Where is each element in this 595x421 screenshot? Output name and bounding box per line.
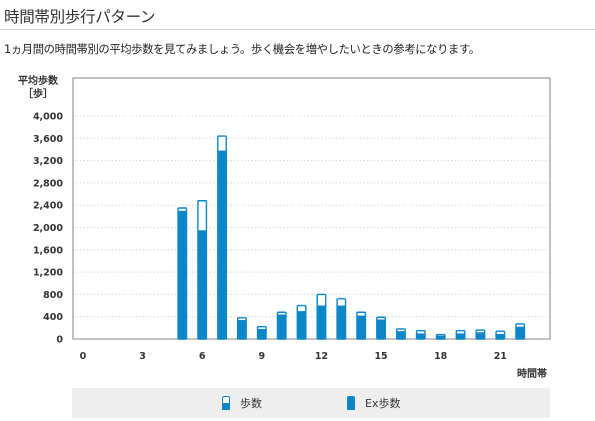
ex-steps-bar-15 — [376, 319, 386, 339]
y-tick-label: 2,800 — [33, 178, 63, 189]
legend-item-ex-steps: Ex歩数 — [347, 395, 400, 411]
legend-label-ex-steps: Ex歩数 — [365, 397, 401, 410]
y-tick-label: 2,400 — [33, 201, 63, 212]
plot-frame — [72, 77, 551, 340]
ex-steps-bar-10 — [277, 314, 286, 339]
ex-steps-bar-22 — [515, 326, 525, 339]
x-tick-labels: 0 3 6 9 12 15 18 21 — [80, 351, 507, 362]
page-title: 時間帯別歩行パターン — [4, 8, 156, 26]
ex-steps-bar-17 — [416, 333, 426, 339]
x-tick-label: 15 — [374, 351, 387, 362]
y-tick-label: 1,200 — [33, 268, 63, 279]
x-tick-label: 21 — [494, 351, 507, 362]
ex-steps-bar-7 — [217, 150, 227, 339]
y-tick-label: 0 — [56, 335, 63, 346]
y-tick-labels: 0 400 800 1,200 1,600 2,000 2,400 2,800 3,200 3,6… — [33, 112, 63, 346]
steps-legend-icon — [222, 396, 230, 410]
y-tick-label: 400 — [43, 312, 63, 323]
ex-steps-bar-8 — [237, 320, 247, 339]
ex-steps-legend-icon — [347, 396, 355, 410]
title-divider — [0, 29, 595, 30]
y-tick-label: 3,200 — [33, 156, 63, 167]
chart-legend: 歩数 Ex歩数 — [72, 388, 550, 418]
y-tick-label: 4,000 — [33, 112, 63, 123]
y-axis-unit: ［歩］ — [23, 87, 53, 100]
x-axis-label: 時間帯 — [517, 367, 547, 380]
x-tick-label: 3 — [139, 351, 146, 362]
grid-lines — [73, 115, 550, 318]
y-tick-label: 1,600 — [33, 245, 63, 256]
ex-steps-bar-14 — [356, 315, 366, 339]
ex-steps-bar-16 — [396, 331, 406, 339]
ex-steps-bar-5 — [178, 210, 187, 339]
x-tick-label: 0 — [80, 351, 87, 362]
x-tick-label: 18 — [434, 351, 448, 362]
ex-steps-bar-19 — [456, 333, 465, 339]
ex-steps-bar-20 — [476, 332, 485, 339]
ex-steps-bar-13 — [337, 305, 346, 339]
page-description: 1ヵ月間の時間帯別の平均歩数を見てみましょう。歩く機会を増やしたいときの参考にな… — [4, 43, 480, 56]
bars — [177, 135, 526, 340]
x-tick-label: 12 — [315, 351, 328, 362]
ex-steps-bar-6 — [197, 230, 207, 339]
y-tick-label: 800 — [43, 290, 63, 301]
ex-steps-bar-21 — [496, 333, 505, 339]
y-axis-label: 平均歩数 — [18, 74, 59, 87]
x-tick-label: 6 — [199, 351, 206, 362]
legend-label-steps: 歩数 — [240, 397, 262, 410]
ex-steps-bar-18 — [436, 335, 445, 339]
ex-steps-bar-12 — [317, 305, 326, 339]
legend-item-steps: 歩数 — [222, 395, 262, 411]
y-tick-label: 2,000 — [33, 223, 63, 234]
x-tick-label: 9 — [259, 351, 266, 362]
y-tick-label: 3,600 — [33, 134, 63, 145]
ex-steps-bar-9 — [257, 328, 267, 339]
ex-steps-bar-11 — [297, 311, 306, 339]
